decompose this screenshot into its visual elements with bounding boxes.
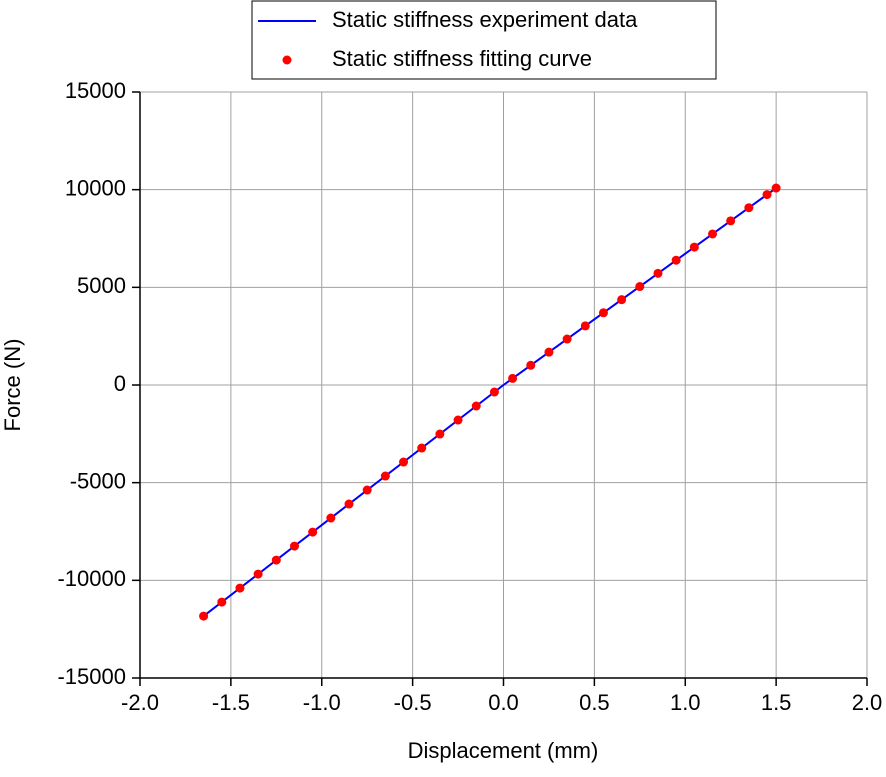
data-point (308, 527, 318, 537)
y-axis-label: Force (N) (0, 339, 25, 432)
data-point (762, 190, 772, 200)
data-point (671, 255, 681, 265)
data-point (562, 334, 572, 344)
data-point (253, 569, 263, 579)
x-tick-label: 1.0 (670, 690, 701, 715)
data-point (689, 242, 699, 252)
data-point (526, 360, 536, 370)
data-point (471, 401, 481, 411)
data-point (199, 611, 209, 621)
data-point (235, 583, 245, 593)
data-point (217, 597, 227, 607)
legend-box (251, 0, 717, 80)
data-point (508, 373, 518, 383)
data-point (617, 295, 627, 305)
data-point (544, 347, 554, 357)
data-point (289, 541, 299, 551)
data-point (271, 555, 281, 565)
data-point (580, 321, 590, 331)
data-point (771, 183, 781, 193)
x-tick-label: 2.0 (852, 690, 883, 715)
data-point (399, 457, 409, 467)
x-tick-label: 0.0 (488, 690, 519, 715)
y-tick-label: 0 (114, 371, 126, 396)
data-point (344, 499, 354, 509)
x-tick-label: 0.5 (579, 690, 610, 715)
data-point (435, 429, 445, 439)
data-point (653, 268, 663, 278)
x-tick-label: -1.5 (212, 690, 250, 715)
legend-label: Static stiffness fitting curve (332, 46, 592, 71)
data-point (362, 485, 372, 495)
x-tick-label: -1.0 (303, 690, 341, 715)
x-tick-label: 1.5 (761, 690, 792, 715)
data-point (726, 216, 736, 226)
legend-marker (282, 55, 292, 65)
data-point (598, 308, 608, 318)
y-tick-label: -5000 (70, 468, 126, 493)
data-point (635, 282, 645, 292)
legend-label: Static stiffness experiment data (332, 7, 638, 32)
data-point (744, 203, 754, 213)
data-point (453, 415, 463, 425)
y-tick-label: -15000 (57, 664, 126, 689)
data-point (380, 471, 390, 481)
x-tick-label: -2.0 (121, 690, 159, 715)
data-point (489, 387, 499, 397)
data-point (417, 443, 427, 453)
x-tick-label: -0.5 (394, 690, 432, 715)
y-tick-label: 15000 (65, 78, 126, 103)
data-line (203, 187, 777, 617)
data-point (708, 229, 718, 239)
y-tick-label: 10000 (65, 175, 126, 200)
x-axis-label: Displacement (mm) (408, 738, 599, 763)
y-tick-label: -10000 (57, 566, 126, 591)
y-tick-label: 5000 (77, 273, 126, 298)
data-point (326, 513, 336, 523)
